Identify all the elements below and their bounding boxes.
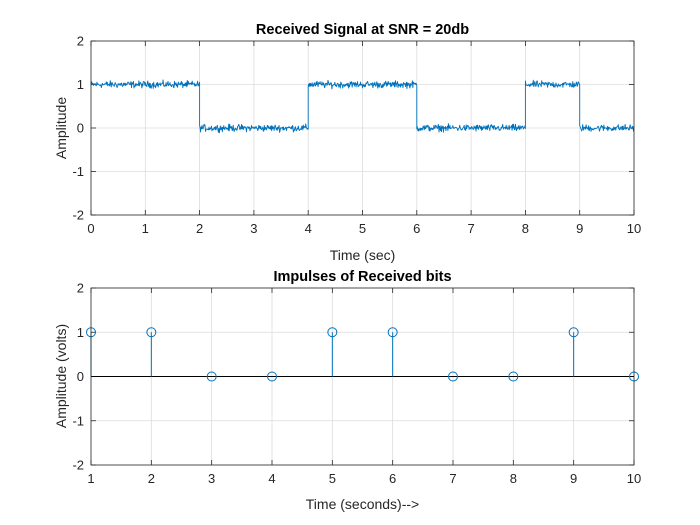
y-tick-label: 1	[77, 77, 84, 92]
plot-area	[90, 79, 635, 134]
x-tick-label: 6	[389, 471, 396, 486]
x-tick-label: 1	[142, 221, 149, 236]
stem-marker	[206, 371, 217, 382]
y-tick-label: -2	[72, 208, 84, 223]
x-tick-label: 9	[570, 471, 577, 486]
y-tick-label: -1	[72, 413, 84, 428]
x-tick-label: 5	[359, 221, 366, 236]
stem-marker	[508, 371, 519, 382]
chart-title: Impulses of Received bits	[273, 269, 451, 285]
x-tick-label: 8	[510, 471, 517, 486]
y-tick-label: 0	[77, 369, 84, 384]
x-axis-label: Time (sec)	[330, 247, 396, 263]
plot-area	[86, 327, 639, 382]
stem-marker	[146, 327, 157, 338]
y-tick-label: 0	[77, 121, 84, 136]
x-tick-label: 3	[208, 471, 215, 486]
y-tick-label: 2	[77, 34, 84, 49]
y-axis-label: Amplitude	[53, 97, 69, 159]
x-tick-label: 5	[329, 471, 336, 486]
x-tick-label: 7	[467, 221, 474, 236]
stem-marker	[327, 327, 338, 338]
x-tick-label: 8	[522, 221, 529, 236]
y-tick-label: -1	[72, 164, 84, 179]
x-tick-label: 9	[576, 221, 583, 236]
signal-line	[90, 79, 635, 134]
stem-marker	[448, 371, 458, 382]
x-tick-label: 10	[627, 471, 641, 486]
axes-box	[90, 287, 635, 466]
y-axis-label: Amplitude (volts)	[53, 324, 69, 428]
stem-marker	[568, 327, 579, 338]
x-tick-label: 2	[196, 221, 203, 236]
x-tick-label: 3	[250, 221, 257, 236]
stem-marker	[267, 371, 277, 382]
x-tick-label: 6	[413, 221, 420, 236]
y-tick-label: 2	[77, 281, 84, 296]
x-tick-label: 4	[268, 471, 275, 486]
x-tick-label: 0	[87, 221, 94, 236]
x-tick-label: 2	[148, 471, 155, 486]
y-tick-label: 1	[77, 325, 84, 340]
x-tick-label: 10	[627, 221, 641, 236]
axes-box	[90, 40, 635, 216]
x-axis-label: Time (seconds)-->	[306, 496, 419, 512]
x-tick-label: 4	[305, 221, 312, 236]
stem-marker	[387, 327, 398, 338]
x-tick-label: 7	[449, 471, 456, 486]
y-tick-label: -2	[72, 458, 84, 473]
x-tick-label: 1	[87, 471, 94, 486]
chart-title: Received Signal at SNR = 20db	[256, 22, 469, 38]
